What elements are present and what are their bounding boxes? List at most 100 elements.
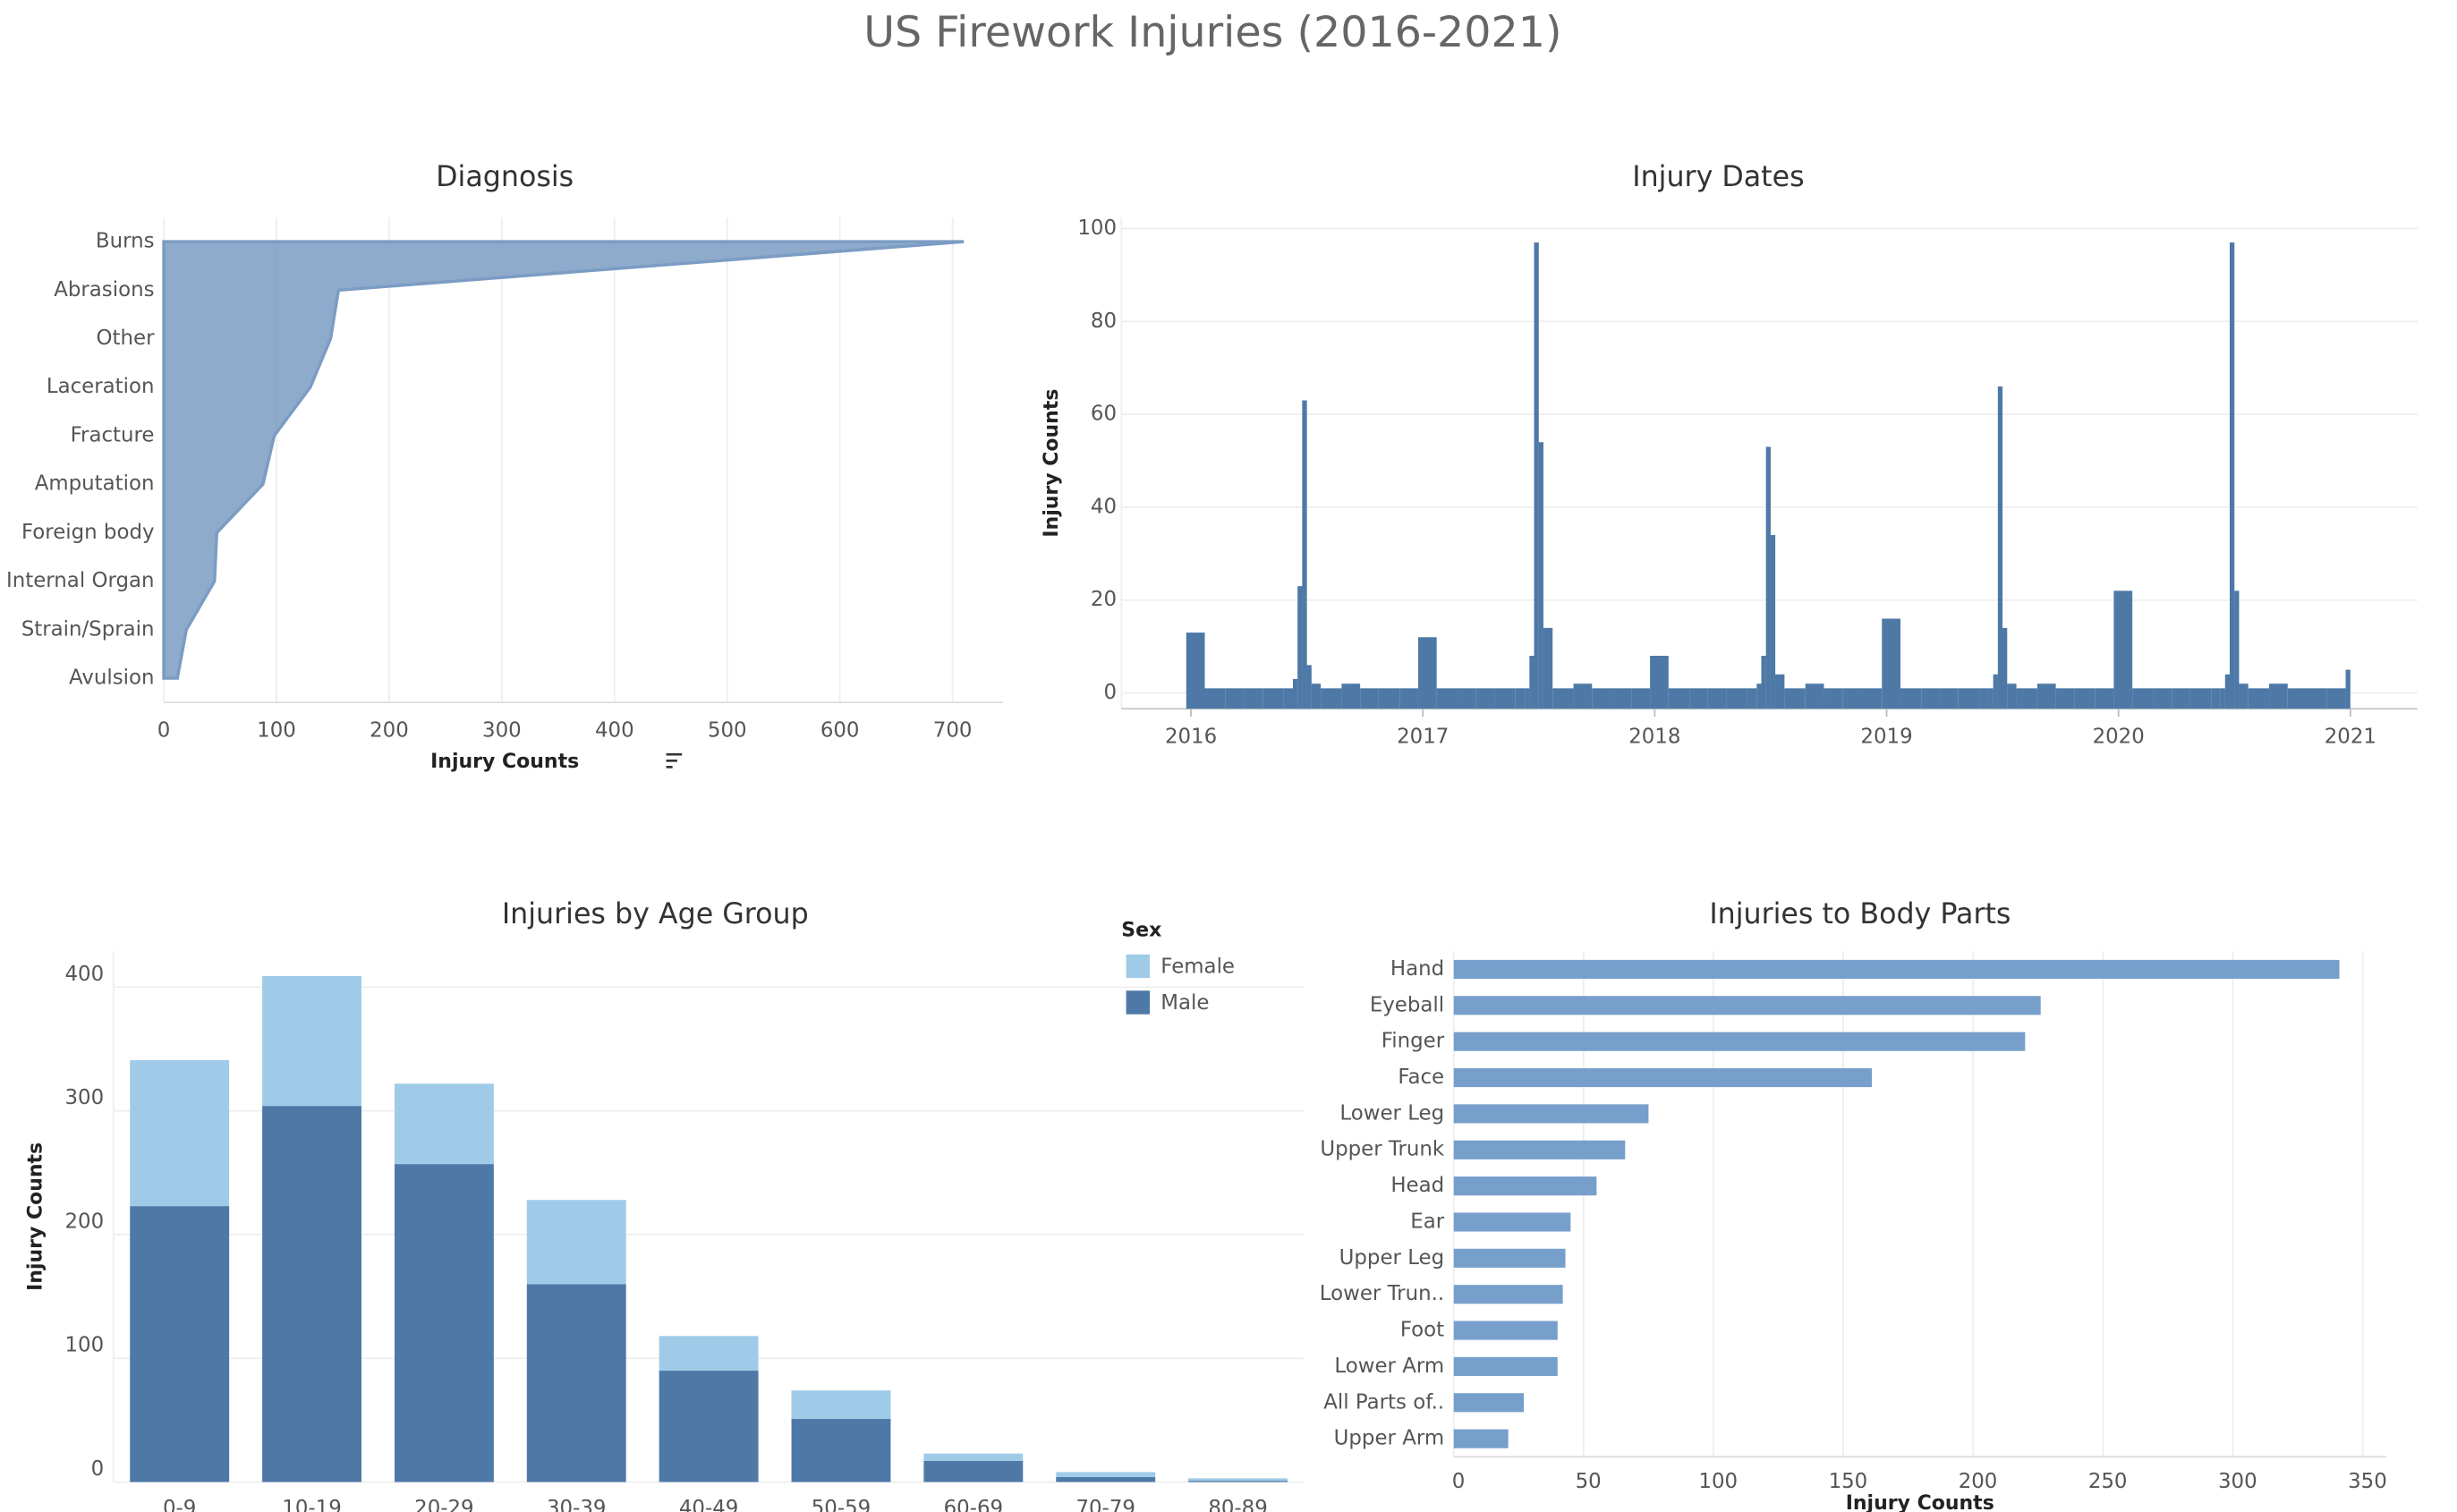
- x-tick-label: 10-19: [282, 1497, 341, 1512]
- y-tick-label: Fracture: [71, 423, 155, 446]
- bar: [2220, 688, 2225, 709]
- bar: [1302, 400, 1307, 709]
- bar: [2095, 688, 2114, 709]
- bar-segment: [923, 1460, 1024, 1482]
- x-tick-label: 200: [1959, 1470, 1998, 1493]
- bar: [1453, 1140, 1626, 1159]
- bar: [1283, 688, 1293, 709]
- y-tick-label: Other: [97, 327, 156, 350]
- bar: [1882, 618, 1900, 709]
- x-tick-label: 150: [1829, 1470, 1868, 1493]
- y-tick-label: 400: [65, 963, 105, 986]
- bar: [2306, 688, 2327, 709]
- bar-segment: [659, 1336, 759, 1372]
- bar: [2074, 688, 2096, 709]
- x-tick-label: 300: [482, 718, 522, 742]
- y-tick-label: Avulsion: [69, 667, 154, 690]
- bar: [1552, 688, 1574, 709]
- x-tick-label: 500: [708, 718, 747, 742]
- x-tick-label: 2019: [1860, 725, 1912, 748]
- bar: [1515, 688, 1526, 709]
- bar: [1399, 688, 1418, 709]
- bar: [1761, 656, 1766, 709]
- y-tick-label: 60: [1091, 403, 1117, 426]
- area: [162, 240, 965, 680]
- x-tick-label: 2016: [1165, 725, 1217, 748]
- bar: [1457, 688, 1476, 709]
- bar: [2239, 684, 2249, 709]
- x-tick-label: 2020: [2093, 725, 2145, 748]
- y-tick-label: 80: [1091, 310, 1117, 333]
- y-tick-label: Lower Trun..: [1320, 1282, 1444, 1305]
- bar: [1997, 386, 2003, 709]
- bar: [1958, 688, 1980, 709]
- x-tick-label: 2018: [1628, 725, 1680, 748]
- x-axis-label: Injury Counts: [1846, 1492, 1994, 1512]
- y-tick-label: Foot: [1400, 1319, 1444, 1342]
- x-tick-label: 70-79: [1075, 1497, 1135, 1512]
- bar: [1534, 242, 1539, 709]
- y-tick-label: 100: [1077, 217, 1117, 240]
- bar: [1707, 688, 1727, 709]
- bar: [1756, 684, 1762, 709]
- x-tick-label: 0-9: [163, 1497, 196, 1512]
- x-tick-label: 100: [1698, 1470, 1738, 1493]
- legend-title: Sex: [1121, 919, 1161, 941]
- bar: [1453, 1248, 1566, 1268]
- legend-label: Female: [1160, 955, 1235, 978]
- y-tick-label: 0: [91, 1457, 105, 1481]
- legend-swatch: [1126, 990, 1150, 1015]
- bar: [2113, 590, 2133, 709]
- bar: [2036, 684, 2056, 709]
- y-tick-label: Upper Arm: [1334, 1427, 1444, 1450]
- bar: [1378, 688, 1400, 709]
- bar: [1529, 656, 1535, 709]
- bar: [1921, 688, 1941, 709]
- bar: [2287, 688, 2307, 709]
- bar: [1940, 688, 1959, 709]
- bar-segment: [791, 1418, 891, 1482]
- y-tick-label: Upper Trunk: [1320, 1138, 1445, 1161]
- y-tick-label: Finger: [1382, 1030, 1445, 1053]
- y-tick-label: Face: [1398, 1066, 1444, 1089]
- bar: [1538, 442, 1543, 709]
- bar: [2153, 688, 2172, 709]
- bar: [2172, 688, 2190, 709]
- bar: [2189, 688, 2212, 709]
- x-tick-label: 700: [933, 718, 973, 742]
- bar-segment: [1188, 1478, 1288, 1482]
- bar: [1321, 688, 1342, 709]
- x-tick-label: 20-29: [414, 1497, 473, 1512]
- y-axis-label: Injury Counts: [24, 1142, 47, 1291]
- x-tick-label: 100: [257, 718, 296, 742]
- bar: [1453, 1321, 1558, 1340]
- bar-segment: [1056, 1472, 1156, 1477]
- bar: [2224, 674, 2231, 709]
- x-tick-label: 50-59: [812, 1497, 871, 1512]
- bar: [1543, 627, 1553, 709]
- bar: [1784, 688, 1806, 709]
- bar: [1292, 678, 1298, 709]
- bar: [1525, 688, 1530, 709]
- bar: [1592, 688, 1611, 709]
- x-tick-label: 50: [1576, 1470, 1602, 1493]
- chart-title: Diagnosis: [436, 161, 574, 193]
- dashboard-title: US Firework Injuries (2016-2021): [863, 8, 1561, 57]
- bar-segment: [1188, 1481, 1288, 1482]
- y-tick-label: 200: [65, 1210, 105, 1233]
- bar: [1494, 688, 1516, 709]
- bar: [1306, 665, 1312, 709]
- bar: [1453, 1429, 1509, 1448]
- bar: [1650, 656, 1669, 709]
- bar: [2326, 688, 2346, 709]
- y-tick-label: Lower Arm: [1334, 1355, 1444, 1378]
- bar: [2016, 688, 2037, 709]
- x-tick-label: 30-39: [547, 1497, 606, 1512]
- bar-segment: [791, 1390, 891, 1419]
- y-tick-label: 300: [65, 1086, 105, 1109]
- bar: [1747, 688, 1757, 709]
- bar-segment: [130, 1206, 230, 1482]
- x-tick-label: 350: [2348, 1470, 2387, 1493]
- bar: [1842, 688, 1864, 709]
